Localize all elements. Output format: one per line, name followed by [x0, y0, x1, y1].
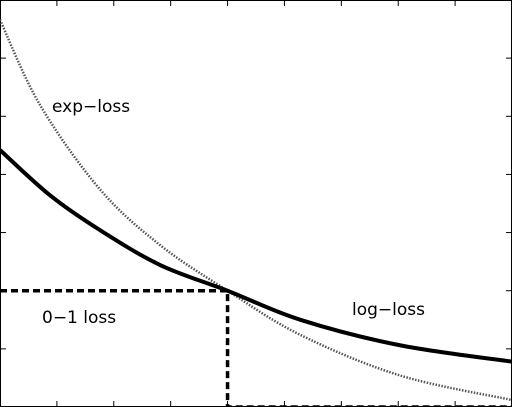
annotation: 0−1 loss — [42, 308, 116, 328]
series-line — [0, 288, 512, 407]
series-line — [0, 148, 512, 364]
series-line — [0, 19, 512, 402]
annotation: exp−loss — [52, 97, 130, 117]
annotation: log−loss — [352, 300, 425, 320]
